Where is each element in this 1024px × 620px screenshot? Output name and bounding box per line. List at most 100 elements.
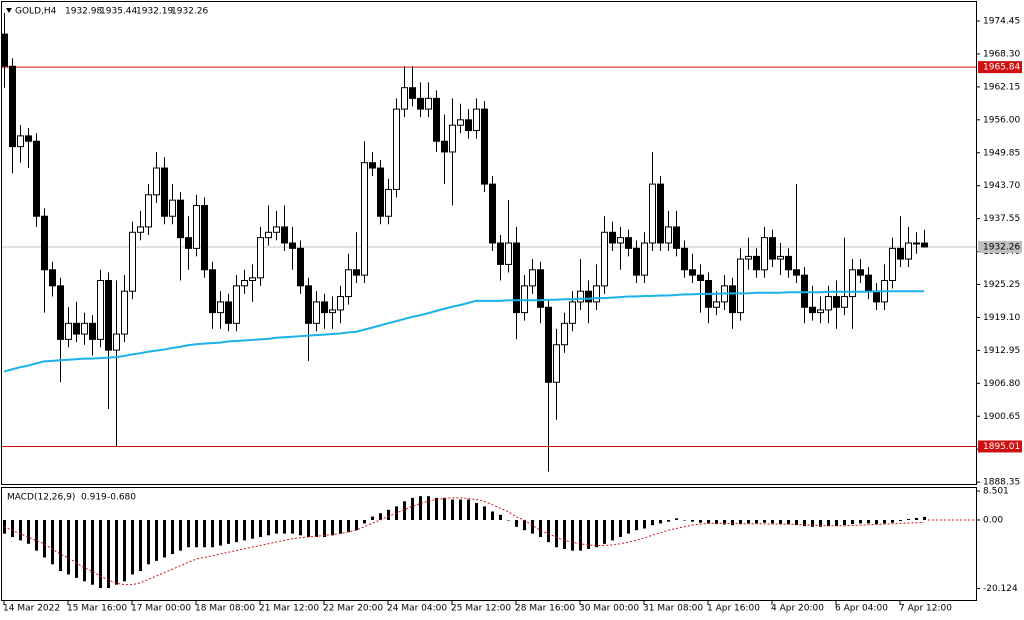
macd-bar: [507, 520, 510, 521]
macd-bar: [403, 501, 406, 520]
candle-body: [545, 306, 552, 383]
candle-body: [673, 226, 680, 249]
candle-body: [633, 247, 640, 276]
y-tick-label: 1888.35: [983, 478, 1020, 488]
macd-bar: [755, 520, 758, 524]
macd-bar: [235, 520, 238, 543]
macd-bar: [435, 497, 438, 520]
candle-body: [609, 231, 616, 244]
macd-bar: [739, 520, 742, 525]
macd-bar: [331, 520, 334, 536]
x-tick-label: 15 Mar 16:00: [67, 604, 127, 614]
macd-bar: [91, 520, 94, 585]
candle-body: [833, 296, 840, 308]
ohlc-open: 1932.98: [65, 7, 102, 17]
candle-body: [97, 279, 104, 340]
candle-body: [921, 242, 928, 248]
x-tick-label: 7 Apr 12:00: [899, 604, 952, 614]
macd-bar: [179, 520, 182, 551]
x-tick-label: 24 Mar 04:00: [387, 604, 447, 614]
candle-body: [785, 255, 792, 271]
candle-body: [777, 255, 784, 260]
candle-body: [617, 237, 624, 244]
macd-bar: [915, 517, 918, 520]
macd-bar: [587, 520, 590, 549]
menu-arrow[interactable]: [6, 8, 12, 13]
x-tick-label: 6 Apr 04:00: [835, 604, 888, 614]
candle-body: [169, 199, 176, 217]
candle-body: [313, 301, 320, 324]
macd-bar: [483, 506, 486, 520]
macd-bar: [307, 520, 310, 538]
current-price-label: 1932.26: [983, 242, 1020, 252]
candle-body: [873, 290, 880, 303]
macd-bar: [251, 520, 254, 539]
macd-bar: [363, 520, 366, 524]
macd-y-tick-label: 8.501: [983, 487, 1009, 497]
macd-bar: [787, 520, 790, 525]
macd-bar: [99, 520, 102, 589]
candle-body: [289, 242, 296, 249]
ohlc-close: 1932.26: [171, 7, 208, 17]
macd-bar: [163, 520, 166, 558]
macd-bar: [635, 520, 638, 531]
candle-body: [385, 188, 392, 217]
candle-body: [681, 247, 688, 271]
candle-body: [225, 301, 232, 324]
macd-bar: [651, 520, 654, 526]
macd-bar: [59, 520, 62, 572]
macd-bar: [195, 520, 198, 548]
macd-bar: [731, 520, 734, 526]
candle-body: [649, 183, 656, 244]
candle-body: [657, 183, 664, 244]
candle-body: [753, 255, 760, 271]
candle-body: [561, 322, 568, 346]
candle-body: [425, 97, 432, 110]
candle-body: [241, 279, 248, 287]
candle-body: [401, 87, 408, 110]
candle-body: [105, 279, 112, 351]
macd-bar: [75, 520, 78, 578]
macd-bar: [187, 520, 190, 548]
macd-bar: [723, 520, 726, 525]
candle-body: [185, 237, 192, 249]
macd-bar: [19, 520, 22, 541]
candle-body: [233, 285, 240, 324]
macd-bar: [539, 520, 542, 538]
candle-body: [265, 231, 272, 239]
candle-body: [33, 140, 40, 217]
macd-bar: [475, 502, 478, 520]
macd-bar: [699, 520, 702, 523]
candle-body: [129, 231, 136, 292]
candle-body: [353, 269, 360, 276]
x-tick-label: 14 Mar 2022: [3, 604, 60, 614]
candle-body: [857, 269, 864, 276]
candle-body: [537, 269, 544, 308]
macd-bar: [203, 520, 206, 548]
y-tick-label: 1968.30: [983, 49, 1020, 59]
macd-bar: [467, 499, 470, 520]
macd-bar: [923, 516, 926, 520]
ohlc-low: 1932.19: [136, 7, 173, 17]
candle-body: [889, 247, 896, 281]
macd-bar: [267, 520, 270, 536]
candle-body: [641, 242, 648, 276]
macd-bar: [867, 520, 870, 524]
macd-bar: [515, 520, 518, 527]
y-tick-label: 1919.10: [983, 313, 1020, 323]
candle-body: [433, 97, 440, 142]
macd-bar: [571, 520, 574, 551]
candle-body: [329, 309, 336, 314]
macd-bar: [619, 520, 622, 538]
macd-bar: [875, 520, 878, 525]
macd-bar: [451, 499, 454, 520]
macd-bar: [555, 520, 558, 548]
candle-body: [345, 269, 352, 298]
candle-body: [145, 194, 152, 228]
y-tick-label: 1943.70: [983, 181, 1020, 191]
candle-body: [817, 309, 824, 314]
candle-body: [81, 322, 88, 335]
macd-bar: [795, 520, 798, 526]
level-label: 1895.01: [983, 442, 1020, 452]
x-tick-label: 30 Mar 00:00: [579, 604, 639, 614]
